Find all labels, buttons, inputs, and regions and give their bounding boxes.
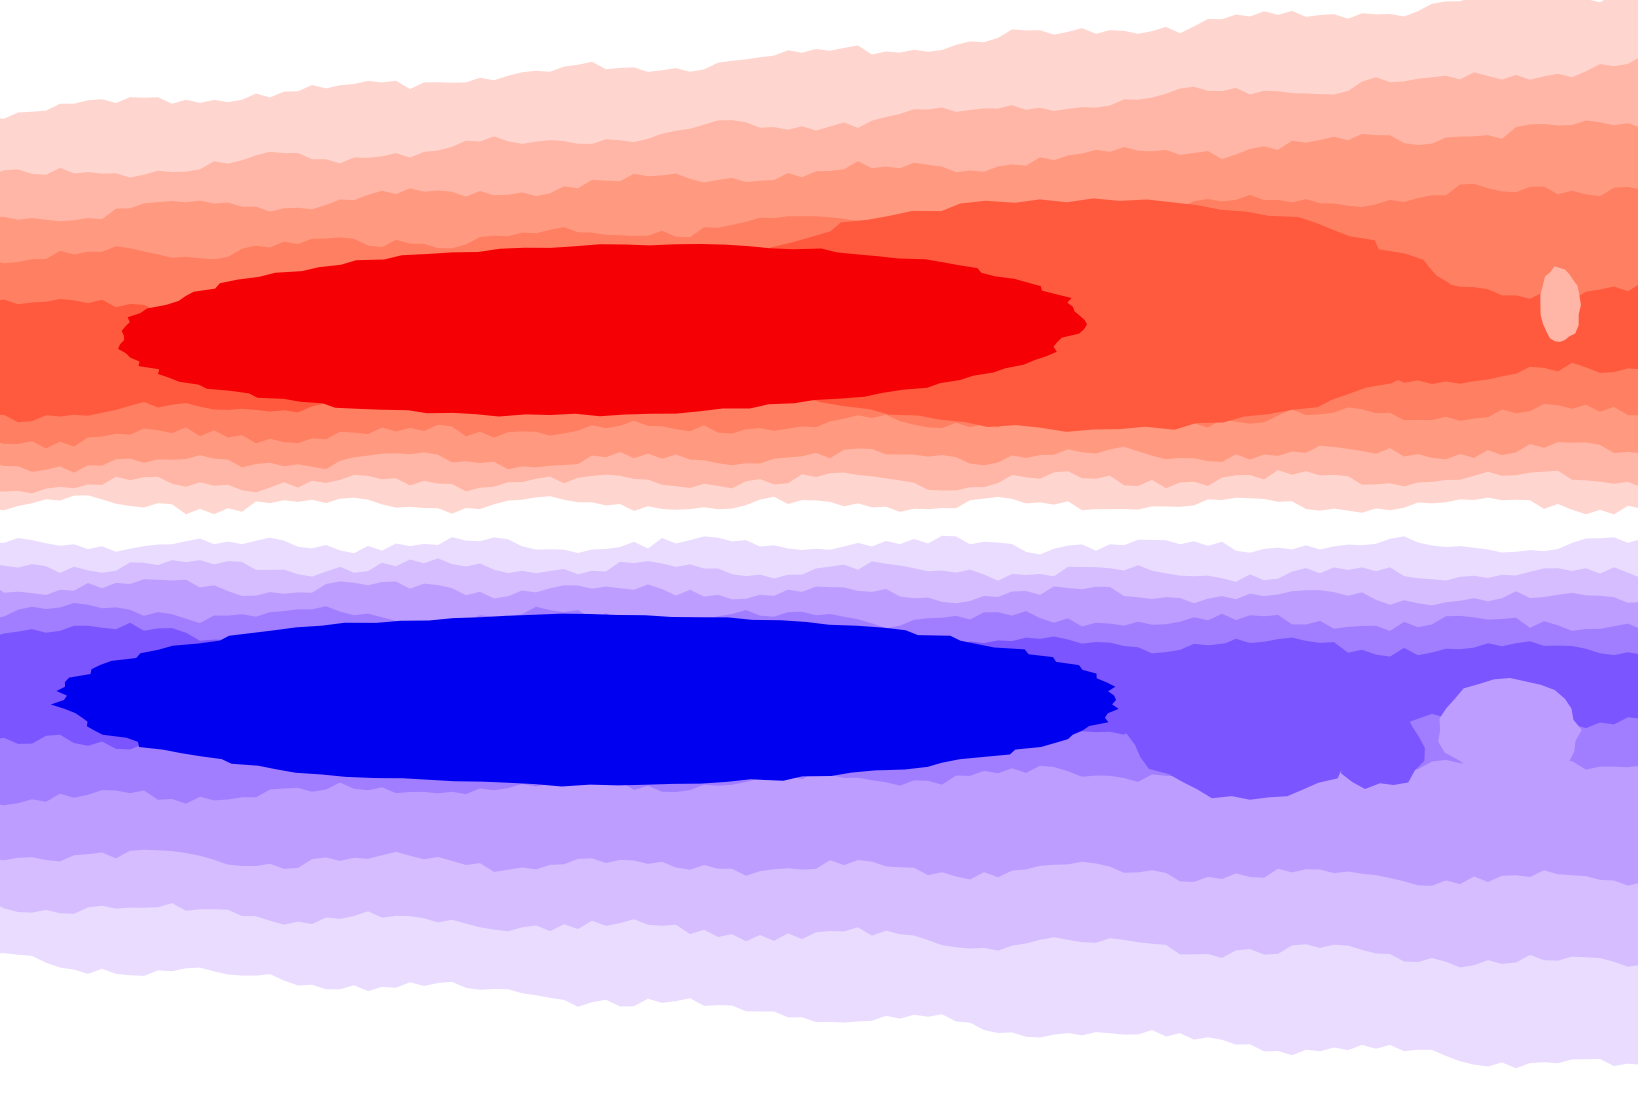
positive-right-pocket: [1540, 266, 1581, 342]
negative-core: [50, 613, 1119, 787]
negative-right-lobe-outer: [1438, 678, 1582, 783]
negative-right-lobe: [1126, 640, 1372, 800]
negative-right-pocket: [1340, 705, 1425, 789]
positive-tail: [1124, 273, 1351, 384]
contour-band-20: [0, 953, 1638, 1093]
positive-core: [118, 244, 1088, 417]
contour-features: [50, 198, 1582, 800]
